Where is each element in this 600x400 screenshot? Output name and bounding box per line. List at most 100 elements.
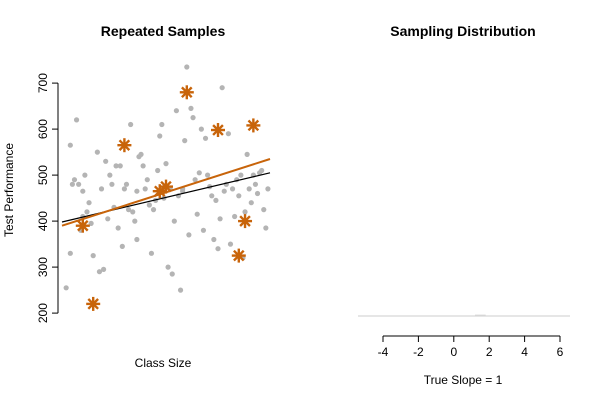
population-point [96, 269, 103, 275]
population-point [190, 115, 196, 121]
population-point [221, 188, 227, 194]
population-point [90, 253, 96, 259]
population-point [225, 131, 231, 137]
population-point [130, 209, 136, 215]
y-tick-label: 300 [36, 257, 50, 277]
population-point [121, 186, 127, 192]
population-point [188, 105, 194, 111]
population-point [146, 202, 152, 208]
population-point [140, 163, 146, 169]
population-point [194, 211, 200, 217]
population-point [202, 135, 209, 141]
population-point [107, 172, 113, 178]
population-point [246, 186, 252, 192]
population-point [186, 232, 192, 238]
population-point [244, 151, 250, 157]
population-point [155, 167, 161, 174]
population-point [98, 186, 105, 192]
population-point [148, 250, 155, 256]
population-point [182, 138, 188, 144]
population-point [252, 181, 259, 187]
x-tick-label: 0 [450, 345, 457, 359]
population-point [163, 161, 169, 167]
population-point [219, 85, 225, 91]
population-point [128, 121, 134, 128]
population-point [184, 64, 190, 70]
population-point [94, 149, 100, 155]
y-tick-label: 200 [36, 303, 50, 323]
population-point [232, 213, 238, 220]
population-point [69, 181, 75, 187]
sample-point [159, 179, 173, 194]
population-point [192, 177, 198, 183]
population-point [138, 151, 144, 157]
right-plot-marks [358, 314, 570, 317]
population-point [196, 170, 202, 176]
sample-point [231, 248, 246, 263]
population-point [242, 209, 248, 215]
population-point [67, 142, 73, 148]
population-point [142, 186, 148, 192]
population-point [227, 241, 234, 247]
x-tick-label: -2 [413, 345, 424, 359]
population-point [205, 172, 211, 178]
population-point [259, 167, 265, 174]
x-tick-label: 2 [486, 345, 493, 359]
population-point [213, 197, 219, 203]
y-tick-label: 400 [36, 211, 50, 231]
population-point [80, 188, 86, 194]
population-point [123, 181, 130, 187]
sample-point [75, 218, 90, 233]
population-point [63, 285, 69, 291]
population-point [103, 158, 109, 164]
population-point [150, 207, 157, 213]
population-point [169, 271, 175, 277]
population-point [157, 133, 163, 139]
population-point [209, 193, 215, 199]
left-y-axis: 200 300 400 500 600 700 [36, 73, 59, 323]
population-point [238, 172, 244, 178]
population-point [217, 216, 223, 222]
population-point [165, 264, 171, 270]
population-point [229, 186, 236, 192]
x-tick-label: -4 [378, 345, 389, 359]
population-point [177, 287, 184, 293]
left-y-axis-label: Test Performance [2, 143, 16, 237]
population-point [215, 246, 221, 252]
population-point [88, 220, 94, 226]
population-point [144, 177, 150, 183]
left-x-axis-label: Class Size [135, 356, 192, 370]
population-point [109, 181, 115, 187]
population-point [171, 218, 177, 224]
population-point [73, 117, 80, 123]
y-tick-label: 600 [36, 119, 50, 139]
population-point [84, 209, 90, 215]
population-point [125, 207, 132, 213]
sample-point [86, 296, 101, 311]
y-tick-label: 700 [36, 73, 50, 93]
population-point [115, 225, 121, 231]
right-x-axis: -4 -2 0 2 4 6 [378, 335, 564, 359]
population-point [86, 200, 92, 206]
population-point [254, 190, 261, 197]
population-point [236, 193, 242, 199]
sample-point [238, 214, 253, 229]
population-point [67, 250, 73, 256]
population-point [248, 200, 254, 206]
population-point [76, 181, 82, 187]
population-point [105, 216, 111, 222]
sample-point [211, 123, 225, 138]
population-point [117, 163, 123, 169]
y-tick-label: 500 [36, 165, 50, 185]
population-point [134, 236, 140, 243]
right-x-axis-label: True Slope = 1 [424, 373, 503, 387]
population-point [82, 172, 88, 178]
population-point [119, 243, 125, 249]
population-point [211, 236, 217, 243]
sample-point [179, 85, 194, 100]
population-point [159, 121, 165, 128]
x-tick-label: 6 [557, 345, 564, 359]
population-point [198, 126, 204, 132]
